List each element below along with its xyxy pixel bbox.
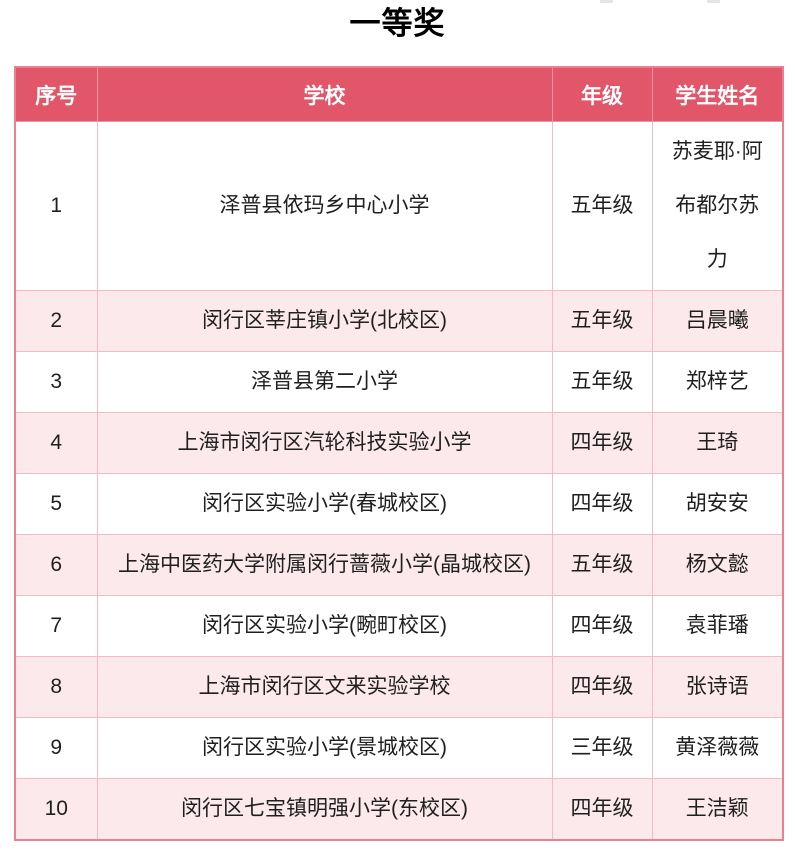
row-number-cell: 2 <box>14 290 98 352</box>
table-header-row: 序号 学校 年级 学生姓名 <box>14 66 784 122</box>
student-name-cell: 苏麦耶·阿布都尔苏力 <box>651 121 784 291</box>
school-cell: 闵行区七宝镇明强小学(东校区) <box>96 778 553 841</box>
grade-cell: 四年级 <box>551 412 653 474</box>
grade-cell: 三年级 <box>551 717 653 779</box>
table-row: 8 上海市闵行区文来实验学校 四年级 张诗语 <box>14 656 784 718</box>
row-number-cell: 7 <box>14 595 98 657</box>
page-title: 一等奖 <box>349 6 446 41</box>
student-name-cell: 胡安安 <box>651 473 784 535</box>
row-number-cell: 3 <box>14 351 98 413</box>
row-number-cell: 5 <box>14 473 98 535</box>
student-name-cell: 张诗语 <box>651 656 784 718</box>
header-grade: 年级 <box>551 66 653 122</box>
table-row: 3 泽普县第二小学 五年级 郑梓艺 <box>14 351 784 413</box>
table-row: 7 闵行区实验小学(畹町校区) 四年级 袁菲璠 <box>14 595 784 657</box>
table-row: 5 闵行区实验小学(春城校区) 四年级 胡安安 <box>14 473 784 535</box>
row-number-cell: 9 <box>14 717 98 779</box>
row-number-cell: 10 <box>14 778 98 841</box>
school-cell: 上海市闵行区文来实验学校 <box>96 656 553 718</box>
school-cell: 闵行区实验小学(畹町校区) <box>96 595 553 657</box>
student-name-cell: 杨文懿 <box>651 534 784 596</box>
student-name-cell: 黄泽薇薇 <box>651 717 784 779</box>
school-cell: 泽普县依玛乡中心小学 <box>96 121 553 291</box>
school-cell: 上海市闵行区汽轮科技实验小学 <box>96 412 553 474</box>
grade-cell: 四年级 <box>551 778 653 841</box>
row-number-cell: 4 <box>14 412 98 474</box>
student-name-cell: 王琦 <box>651 412 784 474</box>
grade-cell: 五年级 <box>551 290 653 352</box>
student-name-cell: 吕晨曦 <box>651 290 784 352</box>
header-school: 学校 <box>96 66 553 122</box>
grade-cell: 四年级 <box>551 595 653 657</box>
table-row: 2 闵行区莘庄镇小学(北校区) 五年级 吕晨曦 <box>14 290 784 352</box>
grade-cell: 五年级 <box>551 534 653 596</box>
grade-cell: 五年级 <box>551 351 653 413</box>
header-student: 学生姓名 <box>651 66 784 122</box>
table-row: 10 闵行区七宝镇明强小学(东校区) 四年级 王洁颖 <box>14 778 784 841</box>
school-cell: 泽普县第二小学 <box>96 351 553 413</box>
table-row: 6 上海中医药大学附属闵行蔷薇小学(晶城校区) 五年级 杨文懿 <box>14 534 784 596</box>
student-name-cell: 郑梓艺 <box>651 351 784 413</box>
cropped-glyph-artifact <box>600 0 613 3</box>
school-cell: 闵行区实验小学(景城校区) <box>96 717 553 779</box>
row-number-cell: 8 <box>14 656 98 718</box>
student-name-cell: 袁菲璠 <box>651 595 784 657</box>
grade-cell: 四年级 <box>551 656 653 718</box>
table-row: 1 泽普县依玛乡中心小学 五年级 苏麦耶·阿布都尔苏力 <box>14 121 784 291</box>
school-cell: 闵行区莘庄镇小学(北校区) <box>96 290 553 352</box>
grade-cell: 四年级 <box>551 473 653 535</box>
row-number-cell: 1 <box>14 121 98 291</box>
table-row: 4 上海市闵行区汽轮科技实验小学 四年级 王琦 <box>14 412 784 474</box>
prize-table: 序号 学校 年级 学生姓名 1 泽普县依玛乡中心小学 五年级 苏麦耶·阿布都尔苏… <box>14 66 784 841</box>
grade-cell: 五年级 <box>551 121 653 291</box>
cropped-glyph-artifact <box>707 0 720 3</box>
table-row: 9 闵行区实验小学(景城校区) 三年级 黄泽薇薇 <box>14 717 784 779</box>
student-name-cell: 王洁颖 <box>651 778 784 841</box>
header-no: 序号 <box>14 66 98 122</box>
school-cell: 闵行区实验小学(春城校区) <box>96 473 553 535</box>
school-cell: 上海中医药大学附属闵行蔷薇小学(晶城校区) <box>96 534 553 596</box>
row-number-cell: 6 <box>14 534 98 596</box>
